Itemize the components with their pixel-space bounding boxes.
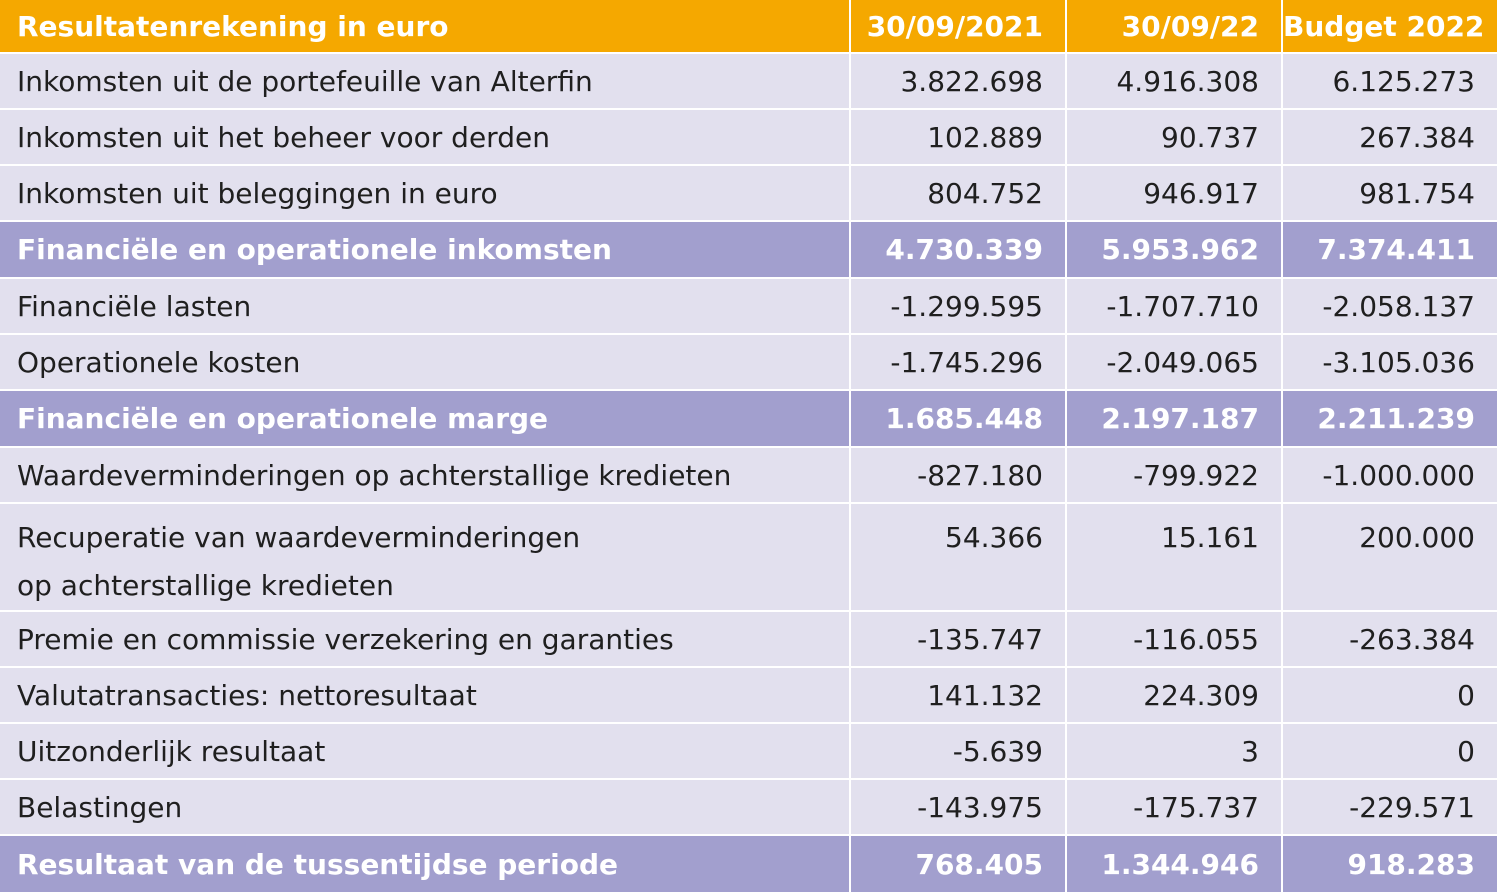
table-row: Waardeverminderingen op achterstallige k… [0,446,1497,504]
value-budget: 918.283 [1281,834,1497,892]
row-label: Inkomsten uit het beheer voor derden [0,108,851,166]
row-label: Waardeverminderingen op achterstallige k… [0,446,851,504]
value-2021: 804.752 [849,164,1067,222]
header-col-2021: 30/09/2021 [849,0,1067,54]
table-row: Financiële lasten -1.299.595 -1.707.710 … [0,277,1497,335]
value-2022: 15.161 [1065,502,1283,612]
value-budget: 6.125.273 [1281,52,1497,110]
value-2021: -1.745.296 [849,333,1067,391]
table-row: Recuperatie van waardeverminderingen op … [0,502,1497,612]
subtotal-row: Financiële en operationele inkomsten 4.7… [0,220,1497,279]
value-2022: 4.916.308 [1065,52,1283,110]
table-row: Premie en commissie verzekering en garan… [0,610,1497,668]
value-2021: 1.685.448 [849,389,1067,448]
value-2022: 224.309 [1065,666,1283,724]
header-col-budget: Budget 2022 [1281,0,1497,54]
value-2021: 54.366 [849,502,1067,612]
value-budget: -2.058.137 [1281,277,1497,335]
value-2021: 768.405 [849,834,1067,892]
row-label-line-2: op achterstallige kredieten [17,569,394,602]
value-budget: -263.384 [1281,610,1497,668]
value-2022: 3 [1065,722,1283,780]
value-2021: 102.889 [849,108,1067,166]
table-row: Valutatransacties: nettoresultaat 141.13… [0,666,1497,724]
value-2022: 5.953.962 [1065,220,1283,279]
value-2022: 90.737 [1065,108,1283,166]
value-2022: -1.707.710 [1065,277,1283,335]
row-label: Operationele kosten [0,333,851,391]
table-row: Uitzonderlijk resultaat -5.639 3 0 [0,722,1497,780]
value-2022: 946.917 [1065,164,1283,222]
row-label: Resultaat van de tussentijdse periode [0,834,851,892]
value-2021: 4.730.339 [849,220,1067,279]
value-2022: 2.197.187 [1065,389,1283,448]
value-budget: 0 [1281,722,1497,780]
value-2021: -827.180 [849,446,1067,504]
value-budget: 0 [1281,666,1497,724]
row-label: Financiële lasten [0,277,851,335]
row-label: Valutatransacties: nettoresultaat [0,666,851,724]
value-2022: -2.049.065 [1065,333,1283,391]
table-row: Operationele kosten -1.745.296 -2.049.06… [0,333,1497,391]
row-label: Inkomsten uit de portefeuille van Alterf… [0,52,851,110]
table-row: Belastingen -143.975 -175.737 -229.571 [0,778,1497,836]
row-label: Uitzonderlijk resultaat [0,722,851,780]
table-row: Inkomsten uit beleggingen in euro 804.75… [0,164,1497,222]
value-budget: 200.000 [1281,502,1497,612]
row-label-line-1: Recuperatie van waardeverminderingen [17,521,581,554]
row-label: Financiële en operationele inkomsten [0,220,851,279]
value-budget: -229.571 [1281,778,1497,836]
value-2021: -1.299.595 [849,277,1067,335]
value-2021: 3.822.698 [849,52,1067,110]
table-row: Inkomsten uit het beheer voor derden 102… [0,108,1497,166]
value-budget: 267.384 [1281,108,1497,166]
row-label: Recuperatie van waardeverminderingen op … [0,502,851,612]
value-2021: -5.639 [849,722,1067,780]
subtotal-row: Financiële en operationele marge 1.685.4… [0,389,1497,448]
row-label: Premie en commissie verzekering en garan… [0,610,851,668]
value-2022: 1.344.946 [1065,834,1283,892]
total-row: Resultaat van de tussentijdse periode 76… [0,834,1497,892]
value-budget: -1.000.000 [1281,446,1497,504]
value-budget: -3.105.036 [1281,333,1497,391]
value-2022: -116.055 [1065,610,1283,668]
table-header-row: Resultatenrekening in euro 30/09/2021 30… [0,0,1497,54]
value-2021: -135.747 [849,610,1067,668]
header-label: Resultatenrekening in euro [0,0,851,54]
row-label: Belastingen [0,778,851,836]
value-2022: -175.737 [1065,778,1283,836]
row-label: Financiële en operationele marge [0,389,851,448]
value-2021: 141.132 [849,666,1067,724]
table-row: Inkomsten uit de portefeuille van Alterf… [0,52,1497,110]
value-budget: 2.211.239 [1281,389,1497,448]
value-budget: 7.374.411 [1281,220,1497,279]
value-budget: 981.754 [1281,164,1497,222]
value-2022: -799.922 [1065,446,1283,504]
row-label: Inkomsten uit beleggingen in euro [0,164,851,222]
header-col-2022: 30/09/22 [1065,0,1283,54]
value-2021: -143.975 [849,778,1067,836]
